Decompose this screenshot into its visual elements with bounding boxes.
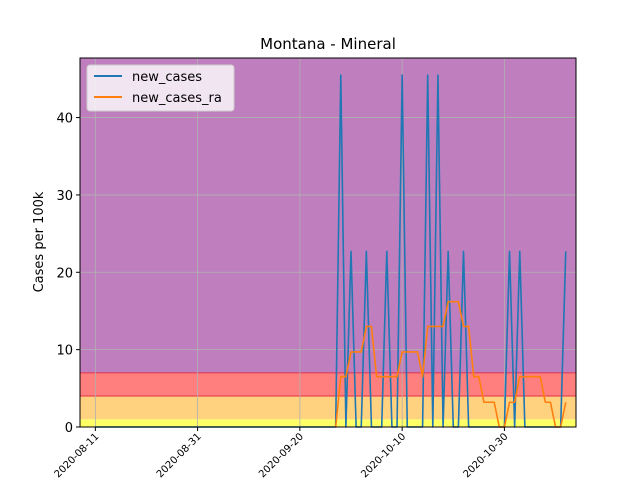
y-tick-label: 30 <box>56 189 73 204</box>
x-tick-label: 2020-10-10 <box>359 431 408 480</box>
y-axis: 0 10 20 30 40 <box>56 112 80 436</box>
legend-label-new-cases-ra: new_cases_ra <box>132 91 222 106</box>
risk-band-2 <box>80 372 576 397</box>
y-tick-label: 10 <box>56 344 73 359</box>
x-tick-label: 2020-09-20 <box>257 431 306 480</box>
legend-box <box>86 64 235 112</box>
x-axis: 2020-08-11 2020-08-31 2020-09-20 2020-10-10… <box>53 427 511 480</box>
y-axis-label: Cases per 100k <box>32 191 47 292</box>
x-tick-label: 2020-08-31 <box>155 431 204 480</box>
risk-band-1 <box>80 396 576 420</box>
x-tick-label: 2020-08-11 <box>53 431 102 480</box>
plot-frame <box>79 57 577 428</box>
legend-label-new-cases: new_cases <box>132 70 202 85</box>
risk-band-0 <box>80 419 576 427</box>
chart-title: Montana - Mineral <box>260 35 396 53</box>
y-tick-label: 20 <box>56 266 73 281</box>
series-line-new-cases-ra <box>334 300 567 428</box>
x-tick-label: 2020-10-30 <box>462 431 511 480</box>
y-tick-label: 40 <box>56 112 73 127</box>
legend: new_cases new_cases_ra <box>86 64 235 112</box>
y-tick-label: 0 <box>65 421 73 436</box>
risk-bands <box>80 58 576 427</box>
